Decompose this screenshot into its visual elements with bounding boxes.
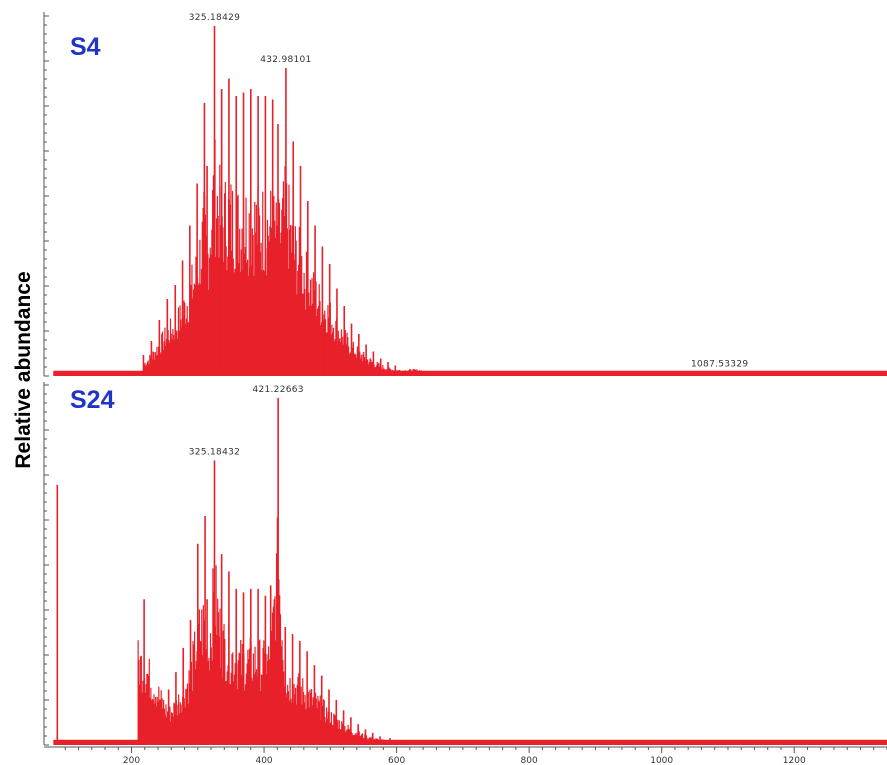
- panel-s24: 421.22663 325.18432: [43, 382, 887, 746]
- peak-label: 1087.53329: [691, 360, 748, 370]
- peak-label: 325.18429: [189, 13, 240, 23]
- panel-label-s4: S4: [70, 33, 101, 61]
- x-tick-label: 1000: [650, 756, 673, 765]
- baseline-noise: [53, 370, 887, 376]
- peak-label: 432.98101: [260, 55, 311, 65]
- x-tick-label: 1200: [783, 756, 806, 765]
- x-axis: 200 400 600 800 1000 1200: [44, 746, 887, 765]
- peak-label: 325.18432: [189, 447, 240, 457]
- x-tick-label: 200: [123, 756, 140, 765]
- x-tick-label: 400: [255, 756, 272, 765]
- panel-s4: 325.18429 432.98101 1087.53329: [43, 12, 887, 377]
- panel-label-s24: S24: [70, 386, 115, 414]
- y-axis-label: Relative abundance: [12, 271, 35, 468]
- peak-label: 421.22663: [252, 385, 303, 395]
- x-tick-label: 800: [521, 756, 538, 765]
- x-tick-label: 600: [388, 756, 405, 765]
- baseline-noise: [53, 739, 887, 745]
